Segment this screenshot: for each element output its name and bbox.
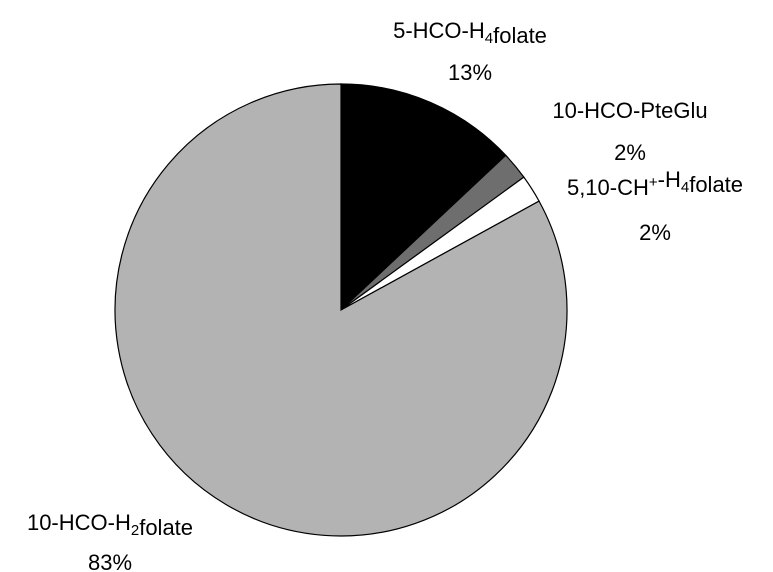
pie-slice-4 — [114, 83, 568, 537]
slice-label-pct-2: 2% — [614, 140, 646, 165]
pie-slice-1 — [340, 83, 507, 312]
slice-label-pct-4: 83% — [88, 550, 132, 572]
slice-labels: 5-HCO-H4folate13%10-HCO-PteGlu2%5,10-CH+… — [27, 18, 743, 572]
slice-label-name-2: 10-HCO-PteGlu — [552, 98, 707, 123]
slice-label-name-3: 5,10-CH+-H4folate — [567, 167, 743, 200]
slice-label-pct-3: 2% — [639, 220, 671, 245]
slice-label-name-1: 5-HCO-H4folate — [393, 18, 547, 48]
slice-label-pct-1: 13% — [448, 60, 492, 85]
slices — [114, 83, 568, 537]
slice-label-name-4: 10-HCO-H2folate — [27, 510, 193, 540]
